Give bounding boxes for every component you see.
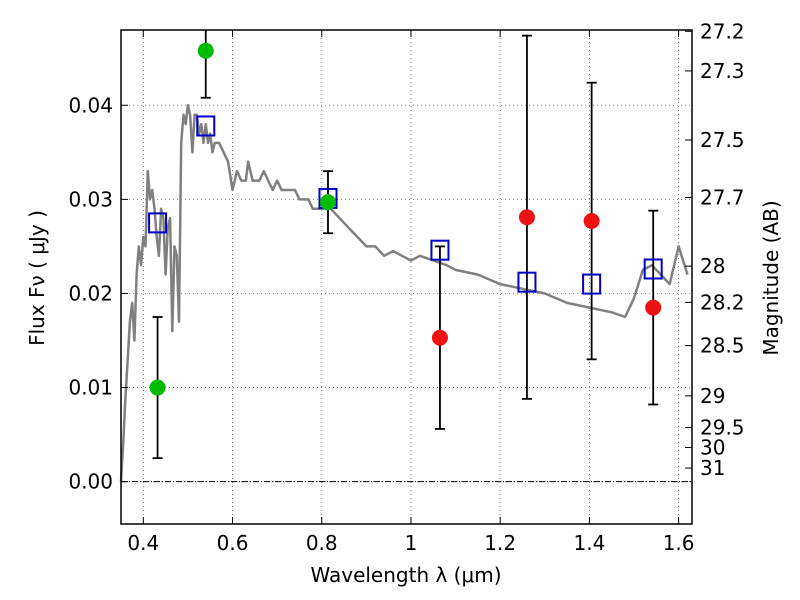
y2-tick-label: 27.5	[700, 128, 745, 152]
data-point-red	[518, 209, 535, 226]
x-axis-label: Wavelength λ (μm)	[310, 563, 501, 587]
sed-model-line	[119, 104, 689, 482]
y2-tick-label: 28.5	[700, 334, 745, 358]
y2-tick-label: 28	[700, 254, 725, 278]
y2-tick-label: 31	[700, 456, 725, 480]
model-photometry-square	[430, 239, 450, 261]
x-tick-label: 1.6	[663, 531, 695, 555]
y2-tick-label: 27.7	[700, 185, 745, 209]
data-point-green	[149, 379, 166, 396]
y-tick-label: 0.01	[68, 376, 113, 400]
model-photometry-square	[643, 258, 663, 280]
y-tick-label: 0.02	[68, 281, 113, 305]
data-point-green	[319, 194, 336, 211]
y-axis-label: Flux Fν ( μJy )	[25, 210, 49, 346]
model-photometry-square	[196, 115, 216, 137]
point-layer	[149, 42, 662, 396]
y2-tick-label: 27.3	[700, 59, 745, 83]
data-point-red	[583, 213, 600, 230]
y2-tick-label: 27.2	[700, 19, 745, 43]
y2-axis-label: Magnitude (AB)	[759, 200, 783, 355]
x-tick-label: 0.8	[306, 531, 338, 555]
data-point-red	[645, 299, 662, 316]
x-tick-label: 0.6	[217, 531, 249, 555]
y-tick-label: 0.00	[68, 470, 113, 494]
x-tick-label: 1.4	[573, 531, 605, 555]
model-layer	[119, 104, 689, 482]
y2-tick-label: 28.2	[700, 290, 745, 314]
y-tick-label: 0.03	[68, 187, 113, 211]
data-point-green	[197, 42, 214, 59]
x-tick-label: 1.2	[484, 531, 516, 555]
y2-tick-label: 29.5	[700, 416, 745, 440]
data-point-red	[431, 329, 448, 346]
y-tick-layer: 0.00 0.01 0.02 0.03 0.04	[68, 93, 128, 494]
model-photometry-square	[517, 271, 537, 293]
x-tick-layer: 0.4 0.6 0.8 1 1.2 1.4 1.6	[127, 30, 695, 555]
y-tick-label: 0.04	[68, 93, 113, 117]
y2-tick-label: 30	[700, 435, 725, 459]
square-marker-layer	[148, 115, 663, 295]
model-photometry-square	[582, 273, 602, 295]
x-tick-label: 1	[405, 531, 418, 555]
y2-tick-label: 29	[700, 384, 725, 408]
model-photometry-square	[148, 212, 168, 234]
plot-frame	[120, 29, 693, 525]
x-tick-label: 0.4	[127, 531, 159, 555]
